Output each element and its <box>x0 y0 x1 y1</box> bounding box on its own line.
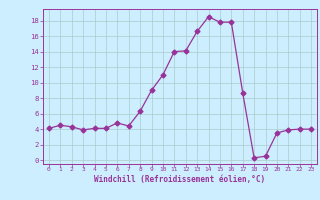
X-axis label: Windchill (Refroidissement éolien,°C): Windchill (Refroidissement éolien,°C) <box>94 175 266 184</box>
